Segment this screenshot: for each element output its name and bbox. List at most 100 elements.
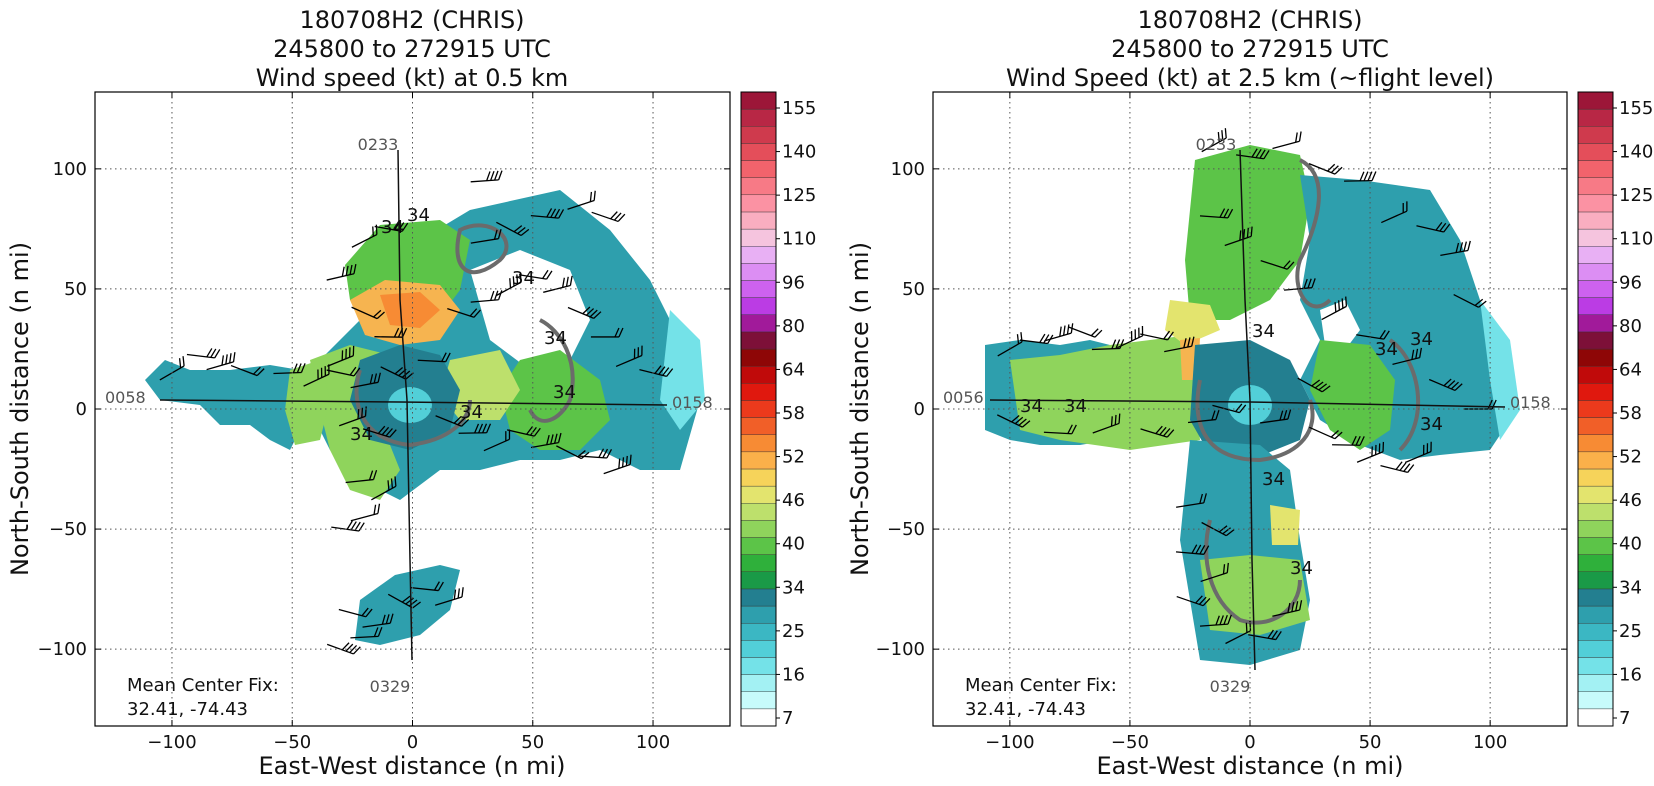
- chart-1-wind-barb: [1176, 493, 1207, 508]
- chart-0-wind-barb: [186, 348, 221, 359]
- chart-1-wind-barb: [1272, 600, 1303, 617]
- chart-0-track-time-label: 0233: [358, 135, 399, 154]
- chart-0-colorbar-cell: [740, 280, 777, 298]
- chart-0-wind-barb: [338, 406, 367, 427]
- chart-1-contour-34kt-eye: [1195, 379, 1315, 463]
- chart-0-wind-barb: [470, 290, 503, 303]
- chart-0-wind-barb: [567, 190, 596, 210]
- chart-1-wind-barb: [1428, 378, 1463, 392]
- chart-0-wind-barb: [435, 587, 464, 606]
- chart-0-colorbar-cell: [740, 263, 777, 281]
- chart-1-wind-barb: [1392, 347, 1423, 365]
- chart-0-wind-field: [145, 190, 705, 645]
- chart-1-colorbar-tick-label: 125: [1619, 185, 1653, 206]
- chart-0-x-axis-label: East-West distance (n mi): [258, 752, 565, 780]
- chart-1-colorbar-cell: [1577, 657, 1614, 675]
- chart-0-x-tick-label: −50: [273, 732, 311, 753]
- chart-1-wind-barb: [1248, 629, 1282, 641]
- chart-0-contour-34kt-north: [455, 223, 509, 275]
- chart-0-colorbar-cell: [740, 588, 777, 607]
- chart-0-colorbar-cell: [740, 143, 777, 161]
- chart-1-wind-barb: [1381, 201, 1408, 224]
- chart-1-x-tick-label: −100: [985, 732, 1034, 753]
- chart-0-colorbar-tick-label: 64: [782, 359, 805, 380]
- chart-1-colorbar-cell: [1577, 365, 1614, 384]
- chart-0-wind-barb: [350, 503, 381, 522]
- chart-1-colorbar-cell: [1577, 314, 1614, 333]
- chart-0-colorbar-cell: [740, 657, 777, 675]
- chart-0-y-tick-label: 0: [76, 399, 87, 420]
- chart-1-colorbar-cell: [1577, 331, 1614, 350]
- chart-0-title-line-2: 245800 to 272915 UTC: [273, 35, 551, 63]
- chart-1-contour-34kt-east: [1388, 338, 1421, 452]
- chart-1-colorbar-tick-label: 40: [1619, 534, 1642, 555]
- chart-1-title-line-2: 245800 to 272915 UTC: [1111, 35, 1389, 63]
- chart-0-track-time-label: 0158: [672, 393, 713, 412]
- chart-0-wind-eye-center: [388, 387, 432, 423]
- chart-0-wind-barb: [338, 607, 373, 618]
- chart-0-plot-area: 34 34 34 34 34 34 34 0233 0058 0158 0329…: [94, 91, 731, 727]
- chart-1-wind-barb: [1404, 441, 1432, 464]
- chart-1-x-tick-label: 0: [1244, 732, 1255, 753]
- chart-1-x-tick-label: −50: [1111, 732, 1149, 753]
- chart-1-colorbar-tick-label: 80: [1619, 316, 1642, 337]
- chart-1-colorbar-cell: [1577, 674, 1614, 692]
- chart-1-contour-label: 34: [1064, 396, 1087, 417]
- chart-1-colorbar-frame: [1577, 91, 1614, 727]
- chart-0-wind-barb: [603, 454, 632, 475]
- chart-0-colorbar-cell: [740, 228, 777, 247]
- chart-1-flight-track-ew: [989, 399, 1506, 408]
- chart-1-wind-barb: [1176, 595, 1211, 607]
- chart-1-colorbar-cell: [1577, 383, 1614, 401]
- chart-0-contour-label: 34: [350, 424, 373, 445]
- chart-1-colorbar-cell: [1577, 400, 1614, 418]
- chart-0-colorbar-tick-label: 96: [782, 272, 805, 293]
- chart-0-colorbar-cell: [740, 246, 777, 264]
- chart-1-wind-barb: [1068, 326, 1103, 338]
- chart-0-x-tick-label: 100: [636, 732, 670, 753]
- chart-1-colorbar-cell: [1577, 126, 1614, 144]
- chart-0-colorbar-cell: [740, 520, 777, 538]
- chart-0-wind-arm-west: [145, 360, 305, 450]
- chart-1-x-tick-label: 50: [1359, 732, 1382, 753]
- chart-1-colorbar-cell: [1577, 520, 1614, 538]
- chart-1-wind-region-yellow: [1165, 300, 1220, 345]
- chart-0-flight-track-ew: [159, 399, 668, 406]
- chart-1-colorbar-tick-label: 110: [1619, 229, 1653, 250]
- chart-1-wind-barb: [1092, 413, 1121, 434]
- chart-1-colorbar-cell: [1577, 246, 1614, 264]
- chart-1-colorbar-cell: [1577, 143, 1614, 161]
- chart-1-track-time-label: 0158: [1510, 393, 1551, 412]
- chart-1-title-line-1: 180708H2 (CHRIS): [1137, 6, 1362, 34]
- chart-0-wind-barb: [496, 272, 522, 297]
- chart-0-colorbar-tick-label: 155: [782, 98, 816, 119]
- chart-0-wind-barbs: [159, 170, 674, 655]
- chart-1-wind-region-yellow-s: [1270, 505, 1300, 545]
- chart-1-wind-region-green-e: [1310, 340, 1395, 450]
- chart-0-flight-track-ns: [397, 149, 413, 661]
- chart-1-colorbar-cell: [1577, 177, 1614, 196]
- chart-1-colorbar-tick-label: 155: [1619, 98, 1653, 119]
- chart-1-y-tick-label: −50: [887, 519, 925, 540]
- chart-0-wind-barb: [506, 426, 541, 437]
- chart-0-y-axis-label: North-South distance (n mi): [6, 242, 34, 576]
- chart-1-colorbar-tick-label: 64: [1619, 359, 1642, 380]
- chart-0-colorbar-cell: [740, 365, 777, 384]
- chart-0-colorbar-tick-label: 25: [782, 621, 805, 642]
- chart-1-colorbar-cell: [1577, 451, 1614, 470]
- chart-0-colorbar-cell: [740, 160, 777, 178]
- chart-1-title-line-3: Wind Speed (kt) at 2.5 km (~flight level…: [1006, 64, 1494, 92]
- chart-0-colorbar-cell: [740, 691, 777, 710]
- chart-0-colorbar-tick-label: 16: [782, 664, 805, 685]
- chart-1-colorbar-cell: [1577, 503, 1614, 521]
- chart-0-colorbar-cell: [740, 537, 777, 555]
- chart-0-colorbar-cell: [740, 708, 777, 727]
- chart-1-wind-barb: [1187, 409, 1220, 424]
- chart-1-wind-barb: [1164, 336, 1195, 353]
- chart-1-wind-barb: [1043, 424, 1077, 435]
- chart-1-colorbar-cell: [1577, 537, 1614, 555]
- chart-0-colorbar-frame: [740, 91, 777, 727]
- chart-0-wind-barb: [470, 229, 502, 244]
- chart-1-wind-barb: [1416, 221, 1451, 233]
